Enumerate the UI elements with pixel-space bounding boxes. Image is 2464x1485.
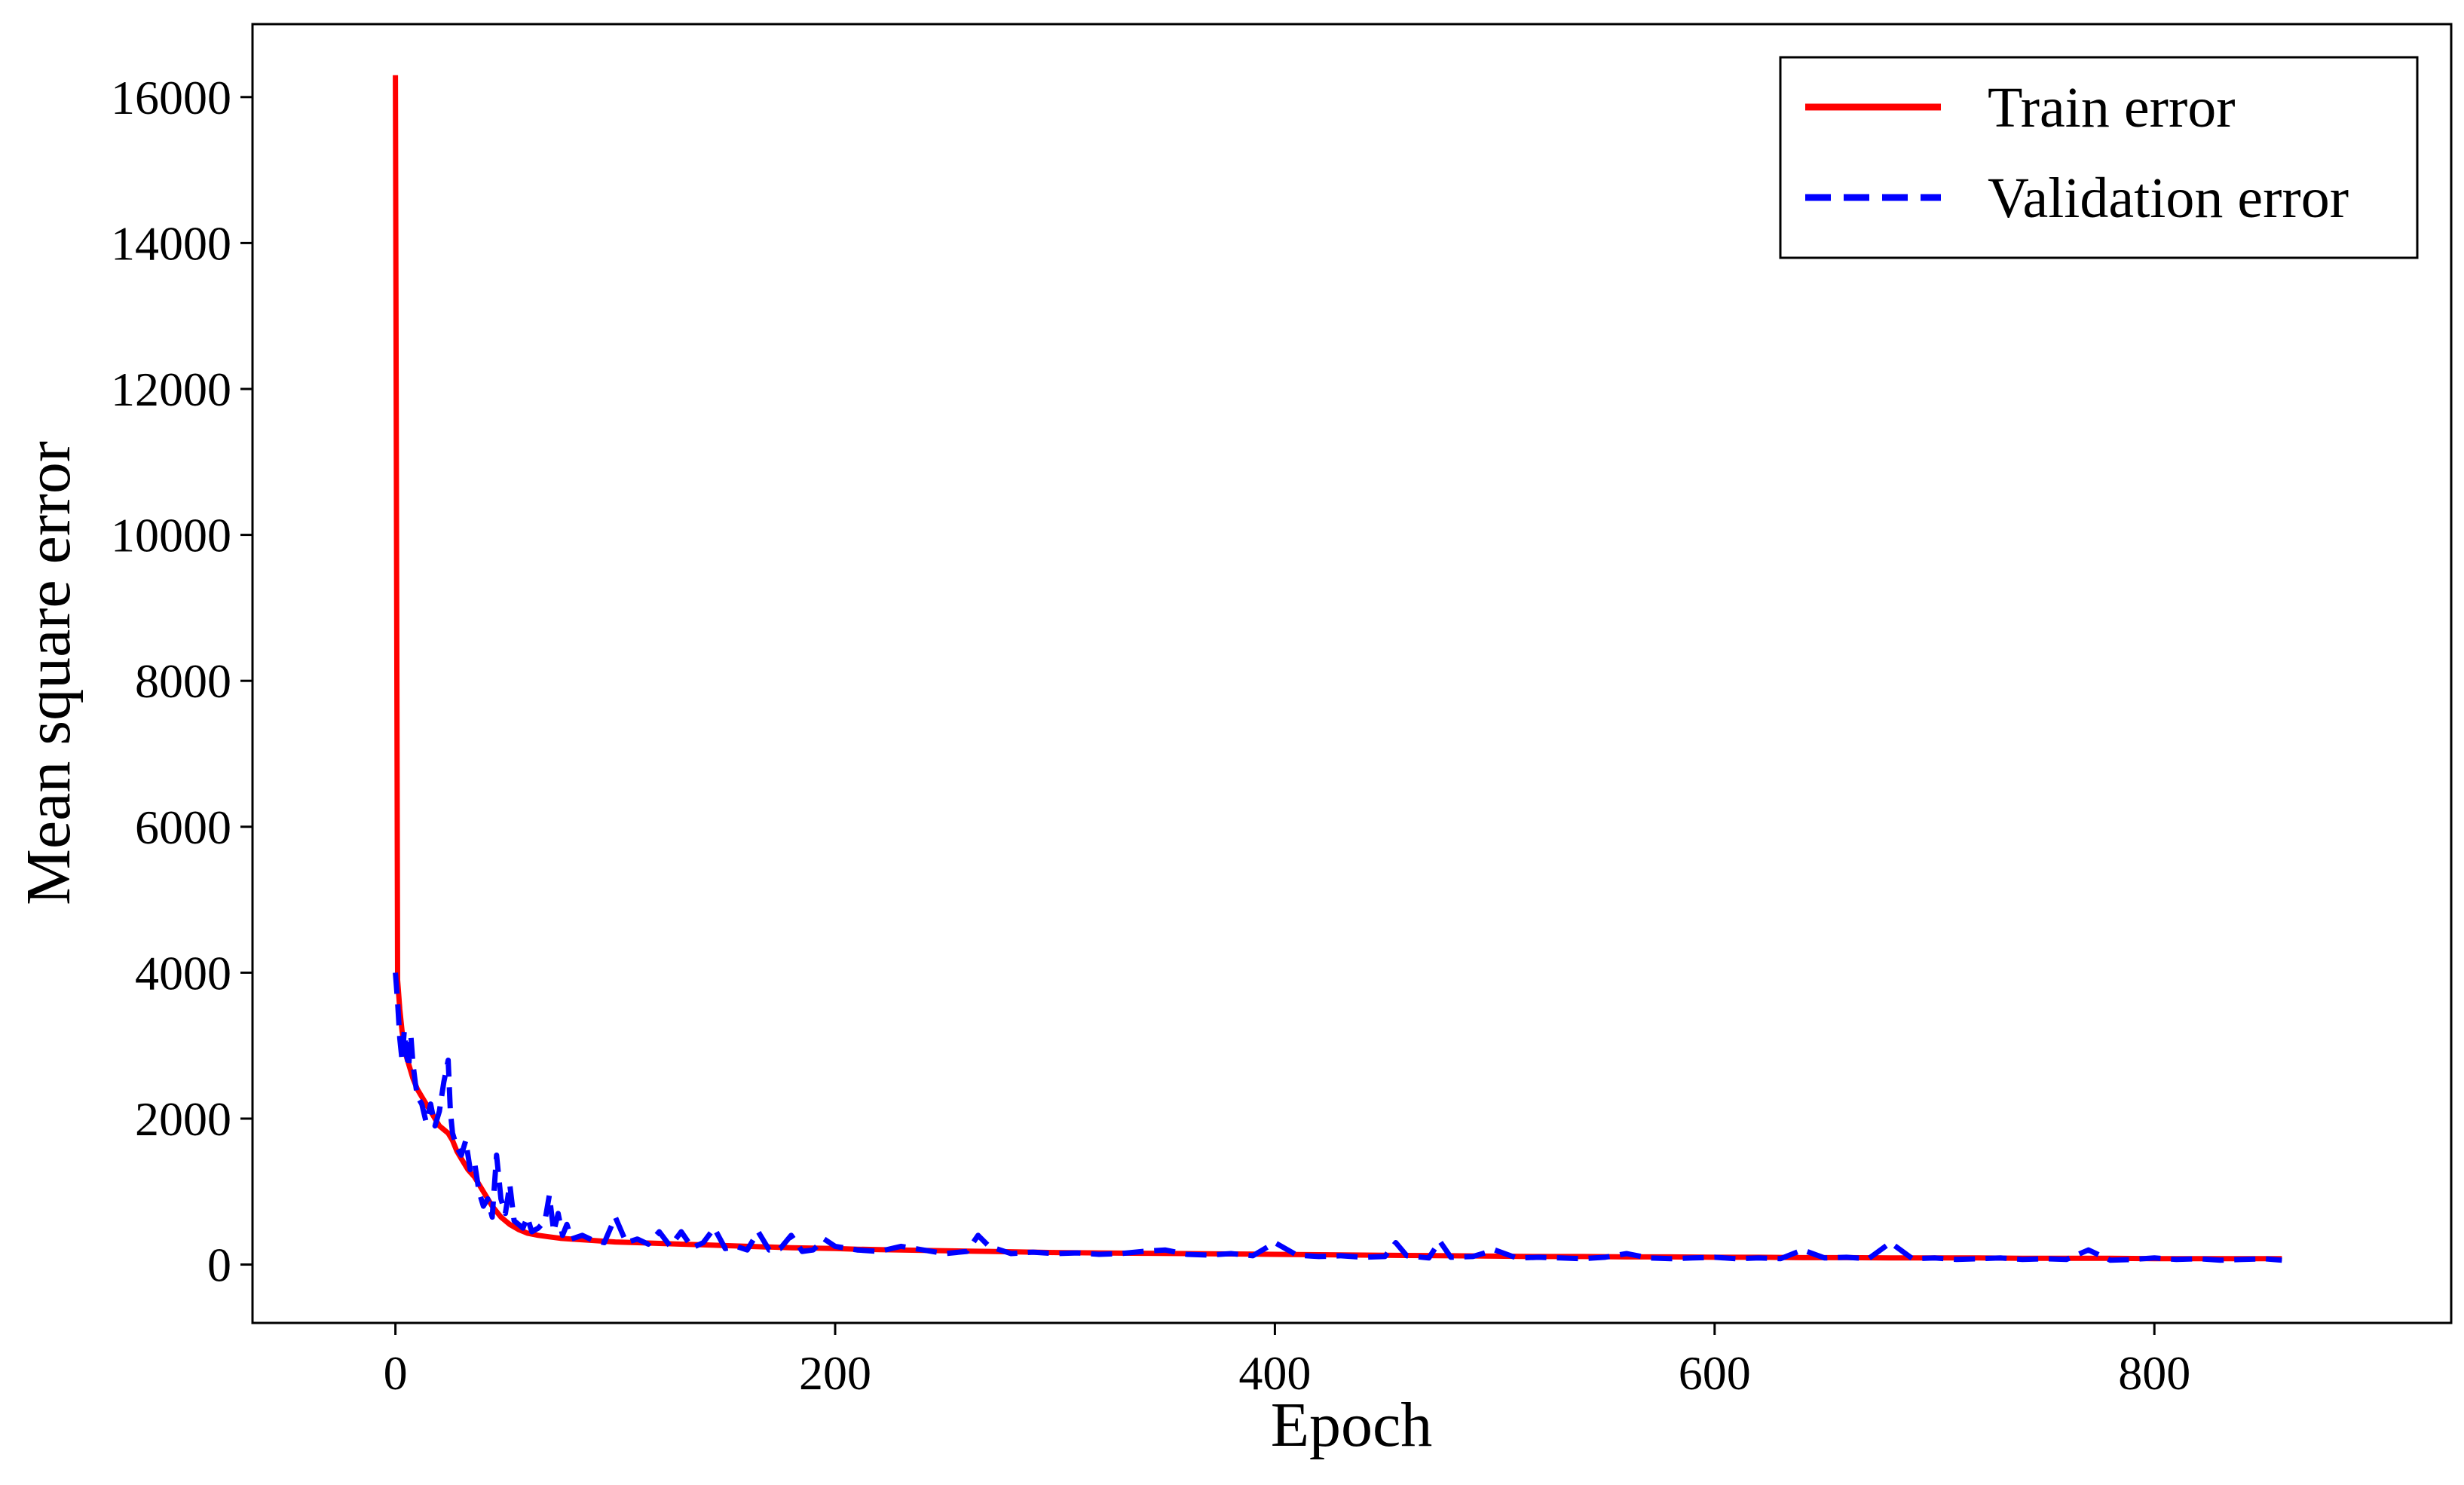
x-axis-ticks: 0 200 400 600 800 bbox=[384, 1323, 2190, 1400]
y-axis-label: Mean square error bbox=[14, 441, 84, 905]
validation-error-line bbox=[393, 972, 2282, 1263]
y-tick-label: 2000 bbox=[135, 1092, 231, 1146]
y-tick-label: 6000 bbox=[135, 801, 231, 854]
y-tick-label: 14000 bbox=[111, 216, 231, 270]
x-tick-label: 600 bbox=[1679, 1346, 1751, 1400]
y-tick-label: 10000 bbox=[111, 509, 231, 562]
y-tick-label: 8000 bbox=[135, 654, 231, 708]
legend-box bbox=[1779, 56, 2419, 259]
legend-label-validation: Validation error bbox=[1988, 167, 2349, 230]
y-tick-label: 4000 bbox=[135, 946, 231, 1000]
y-tick-label: 16000 bbox=[111, 71, 231, 124]
legend-label-train: Train error bbox=[1988, 76, 2236, 139]
y-tick-label: 0 bbox=[207, 1239, 231, 1292]
plot-frame bbox=[251, 23, 2453, 1324]
x-tick-label: 200 bbox=[799, 1346, 871, 1400]
x-tick-label: 0 bbox=[384, 1346, 408, 1400]
y-axis-ticks: 0 2000 4000 6000 8000 10000 12000 14000 16000 bbox=[111, 71, 253, 1292]
x-tick-label: 400 bbox=[1238, 1346, 1311, 1400]
y-tick-label: 12000 bbox=[111, 363, 231, 416]
x-tick-label: 800 bbox=[2118, 1346, 2190, 1400]
x-axis-label: Epoch bbox=[1271, 1390, 1433, 1460]
series-layer bbox=[393, 75, 2282, 1263]
legend: Train error Validation error bbox=[1779, 56, 2419, 259]
